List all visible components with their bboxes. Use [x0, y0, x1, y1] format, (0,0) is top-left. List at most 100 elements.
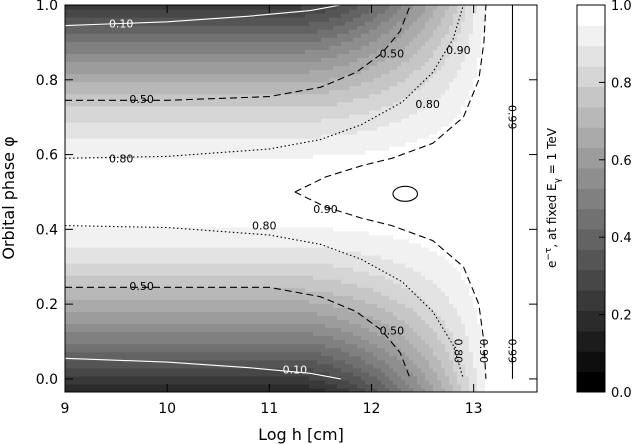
heatmap-cell: [77, 319, 82, 325]
heatmap-cell: [65, 190, 70, 196]
heatmap-cell: [173, 279, 178, 284]
heatmap-cell: [193, 49, 198, 54]
heatmap-cell: [241, 178, 246, 183]
heatmap-cell: [137, 154, 142, 159]
heatmap-cell: [181, 154, 186, 159]
heatmap-cell: [237, 178, 242, 183]
heatmap-cell: [141, 275, 146, 280]
heatmap-cell: [81, 238, 86, 244]
heatmap-cell: [241, 331, 246, 337]
heatmap-cell: [185, 33, 190, 38]
heatmap-cell: [161, 331, 166, 337]
heatmap-cell: [213, 129, 218, 135]
heatmap-cell: [201, 367, 206, 373]
heatmap-cell: [253, 275, 258, 280]
heatmap-cell: [101, 170, 106, 175]
heatmap-cell: [193, 311, 198, 317]
heatmap-cell: [121, 379, 126, 385]
heatmap-cell: [101, 198, 106, 204]
heatmap-cell: [73, 33, 78, 38]
heatmap-cell: [109, 367, 114, 373]
heatmap-cell: [221, 319, 226, 325]
heatmap-cell: [189, 13, 194, 18]
heatmap-cell: [129, 367, 134, 373]
heatmap-cell: [249, 150, 254, 155]
heatmap-cell: [177, 49, 182, 54]
heatmap-cell: [253, 174, 258, 179]
heatmap-cell: [261, 57, 266, 63]
heatmap-cell: [93, 383, 98, 389]
heatmap-cell: [269, 166, 274, 171]
heatmap-cell: [225, 234, 230, 240]
heatmap-cell: [221, 323, 226, 329]
heatmap-cell: [93, 351, 98, 357]
heatmap-cell: [233, 226, 238, 232]
heatmap-cell: [73, 206, 78, 212]
heatmap-cell: [97, 226, 102, 232]
heatmap-cell: [145, 307, 150, 312]
heatmap-cell: [237, 17, 242, 22]
heatmap-cell: [165, 166, 170, 171]
heatmap-cell: [173, 113, 178, 119]
heatmap-cell: [261, 45, 266, 50]
heatmap-cell: [185, 299, 190, 304]
heatmap-cell: [105, 359, 110, 365]
heatmap-cell: [77, 117, 82, 123]
heatmap-cell: [73, 371, 78, 377]
heatmap-cell: [245, 347, 250, 353]
heatmap-cell: [205, 162, 210, 167]
heatmap-cell: [121, 271, 126, 276]
heatmap-cell: [181, 166, 186, 171]
heatmap-cell: [221, 21, 226, 26]
heatmap-cell: [269, 355, 274, 361]
heatmap-cell: [189, 154, 194, 159]
heatmap-cell: [265, 73, 270, 79]
heatmap-cell: [221, 101, 226, 107]
heatmap-cell: [141, 113, 146, 119]
heatmap-cell: [253, 258, 258, 264]
heatmap-cell: [149, 101, 154, 107]
heatmap-cell: [265, 142, 270, 147]
heatmap-cell: [237, 307, 242, 312]
heatmap-cell: [105, 125, 110, 131]
heatmap-cell: [213, 343, 218, 349]
heatmap-cell: [229, 210, 234, 216]
heatmap-cell: [165, 218, 170, 224]
heatmap-cell: [141, 158, 146, 163]
heatmap-cell: [101, 150, 106, 155]
heatmap-cell: [249, 57, 254, 63]
heatmap-cell: [157, 283, 162, 288]
heatmap-cell: [177, 13, 182, 18]
heatmap-cell: [161, 379, 166, 385]
heatmap-cell: [157, 166, 162, 171]
heatmap-cell: [221, 371, 226, 377]
heatmap-cell: [93, 190, 98, 196]
heatmap-cell: [241, 271, 246, 276]
heatmap-cell: [213, 242, 218, 248]
heatmap-cell: [173, 73, 178, 79]
heatmap-cell: [69, 162, 74, 167]
heatmap-cell: [233, 49, 238, 54]
heatmap-cell: [209, 9, 214, 14]
heatmap-cell: [245, 33, 250, 38]
heatmap-cell: [261, 379, 266, 385]
heatmap-cell: [237, 194, 242, 200]
heatmap-cell: [117, 13, 122, 18]
heatmap-cell: [121, 238, 126, 244]
heatmap-cell: [145, 117, 150, 123]
heatmap-cell: [69, 250, 74, 256]
heatmap-cell: [161, 129, 166, 135]
heatmap-cell: [241, 97, 246, 103]
heatmap-cell: [269, 371, 274, 377]
heatmap-cell: [201, 335, 206, 341]
heatmap-cell: [121, 226, 126, 232]
heatmap-cell: [141, 218, 146, 224]
heatmap-cell: [93, 287, 98, 292]
heatmap-cell: [141, 170, 146, 175]
heatmap-cell: [97, 41, 102, 46]
heatmap-cell: [205, 327, 210, 333]
heatmap-cell: [117, 93, 122, 99]
heatmap-cell: [201, 363, 206, 369]
heatmap-cell: [77, 250, 82, 256]
heatmap-cell: [129, 121, 134, 127]
